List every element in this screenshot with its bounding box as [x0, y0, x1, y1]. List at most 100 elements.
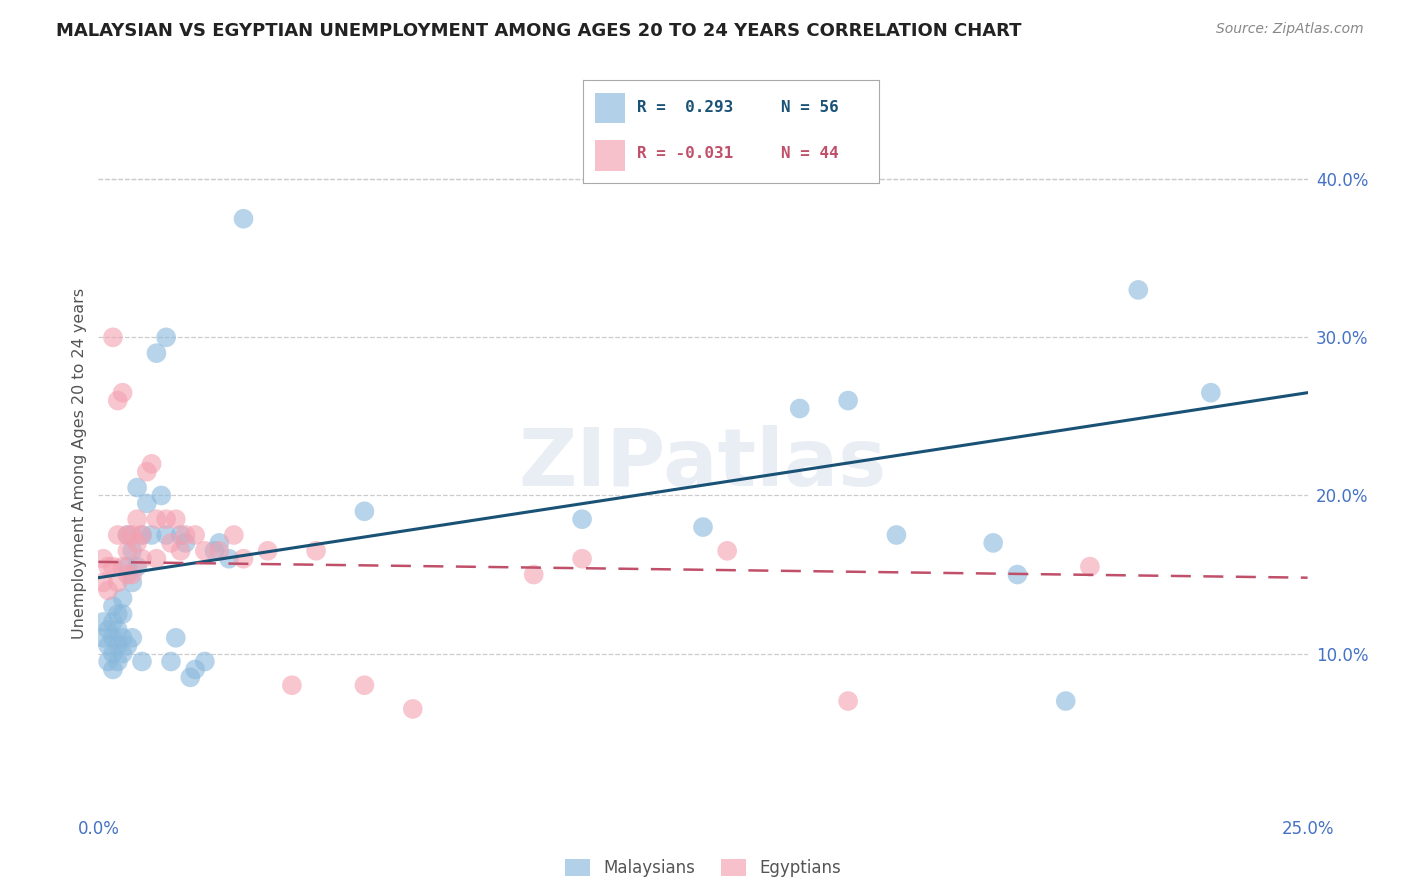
Point [121, 567, 143, 582]
Point [174, 528, 197, 542]
Point [111, 607, 134, 621]
Text: N = 56: N = 56 [782, 100, 839, 115]
Point [716, 543, 738, 558]
Point [101, 631, 124, 645]
Point [101, 662, 124, 676]
Point [107, 639, 129, 653]
Point [204, 543, 226, 558]
Point [127, 536, 149, 550]
Point [107, 575, 129, 590]
Point [837, 393, 859, 408]
Point [353, 504, 375, 518]
Point [232, 551, 254, 566]
Point [155, 528, 177, 542]
Point [91, 631, 114, 645]
Point [131, 528, 153, 542]
Point [107, 607, 129, 621]
Point [127, 512, 149, 526]
Point [571, 512, 593, 526]
Point [169, 543, 191, 558]
Point [91, 615, 114, 629]
Point [174, 536, 197, 550]
Point [353, 678, 375, 692]
Point [117, 567, 139, 582]
Point [150, 488, 173, 502]
Point [305, 543, 328, 558]
Point [165, 512, 187, 526]
Point [97, 639, 120, 653]
Point [121, 631, 143, 645]
Legend: Malaysians, Egyptians: Malaysians, Egyptians [558, 852, 848, 883]
Point [107, 655, 129, 669]
Point [141, 457, 163, 471]
Point [127, 559, 149, 574]
Point [127, 481, 149, 495]
Point [222, 528, 245, 542]
Point [1007, 567, 1029, 582]
Point [402, 702, 425, 716]
Text: MALAYSIAN VS EGYPTIAN UNEMPLOYMENT AMONG AGES 20 TO 24 YEARS CORRELATION CHART: MALAYSIAN VS EGYPTIAN UNEMPLOYMENT AMONG… [56, 22, 1022, 40]
Point [117, 639, 139, 653]
Point [145, 551, 167, 566]
Point [692, 520, 714, 534]
Point [111, 647, 134, 661]
Point [981, 536, 1004, 550]
Text: Source: ZipAtlas.com: Source: ZipAtlas.com [1216, 22, 1364, 37]
Y-axis label: Unemployment Among Ages 20 to 24 years: Unemployment Among Ages 20 to 24 years [72, 288, 87, 640]
Point [97, 623, 120, 637]
Text: ZIPatlas: ZIPatlas [519, 425, 887, 503]
Point [111, 591, 134, 606]
Point [1128, 283, 1150, 297]
Point [145, 512, 167, 526]
Point [97, 559, 120, 574]
Point [111, 385, 134, 400]
Point [208, 536, 231, 550]
Point [208, 543, 231, 558]
Point [135, 496, 157, 510]
Point [232, 211, 254, 226]
Point [121, 575, 143, 590]
Point [97, 655, 120, 669]
Point [837, 694, 859, 708]
Point [523, 567, 546, 582]
Point [184, 528, 207, 542]
Point [117, 528, 139, 542]
Point [155, 512, 177, 526]
Bar [595, 140, 624, 170]
Point [117, 528, 139, 542]
Point [107, 393, 129, 408]
Point [117, 559, 139, 574]
Point [789, 401, 811, 416]
Point [117, 543, 139, 558]
Point [111, 631, 134, 645]
Point [145, 346, 167, 360]
Point [165, 631, 187, 645]
Text: R = -0.031: R = -0.031 [637, 146, 733, 161]
Point [91, 575, 114, 590]
Point [160, 655, 183, 669]
Point [111, 559, 134, 574]
Bar [595, 93, 624, 123]
Point [256, 543, 278, 558]
Point [194, 655, 217, 669]
Point [101, 559, 124, 574]
Text: N = 44: N = 44 [782, 146, 839, 161]
Point [101, 330, 124, 344]
Point [571, 551, 593, 566]
Point [97, 583, 120, 598]
Point [121, 528, 143, 542]
Point [194, 543, 217, 558]
Point [107, 623, 129, 637]
Point [101, 647, 124, 661]
Point [107, 528, 129, 542]
Point [1054, 694, 1077, 708]
Point [131, 551, 153, 566]
Point [155, 330, 177, 344]
Point [184, 662, 207, 676]
Point [91, 551, 114, 566]
Point [131, 528, 153, 542]
Point [141, 528, 163, 542]
Text: R =  0.293: R = 0.293 [637, 100, 733, 115]
Point [886, 528, 908, 542]
Point [101, 615, 124, 629]
